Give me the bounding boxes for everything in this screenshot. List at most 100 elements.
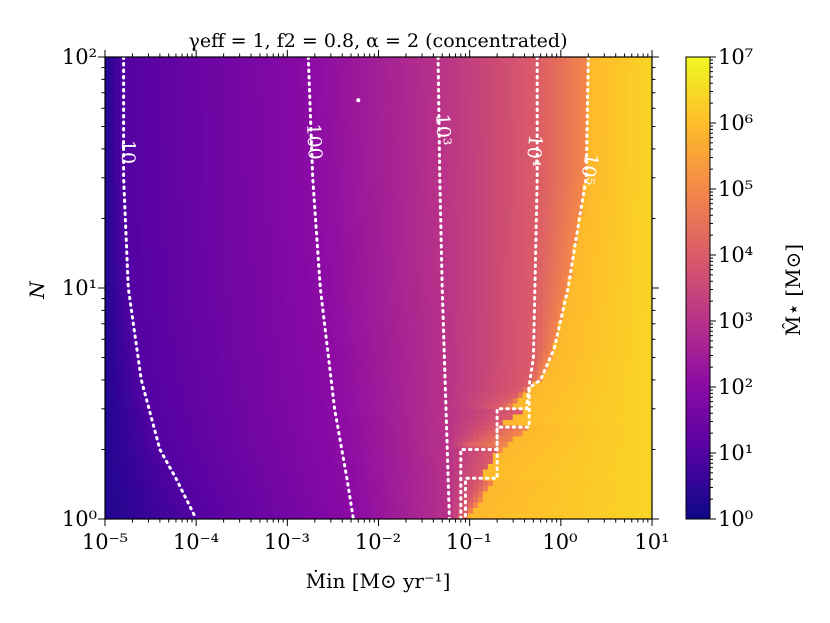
heatmap-cell — [249, 79, 255, 86]
heatmap-cell — [403, 238, 409, 245]
heatmap-cell — [373, 288, 380, 295]
heatmap-cell — [403, 266, 409, 273]
heatmap-cell — [592, 150, 598, 157]
heatmap-cell — [274, 117, 280, 124]
heatmap-cell — [622, 194, 628, 201]
heatmap-cell — [259, 172, 265, 179]
heatmap-cell — [487, 189, 494, 196]
heatmap-cell — [328, 288, 335, 295]
heatmap-cell — [229, 172, 235, 179]
heatmap-cell — [179, 255, 186, 262]
heatmap-cell — [219, 260, 225, 267]
heatmap-cell — [428, 293, 434, 300]
heatmap-cell — [632, 277, 638, 284]
heatmap-cell — [607, 216, 613, 223]
heatmap-cell — [363, 84, 370, 91]
heatmap-cell — [433, 106, 439, 113]
heatmap-cell — [159, 161, 166, 168]
heatmap-cell — [443, 249, 449, 256]
heatmap-cell — [303, 189, 310, 196]
heatmap-cell — [209, 282, 215, 289]
heatmap-cell — [477, 123, 484, 130]
heatmap-cell — [453, 150, 459, 157]
heatmap-cell — [333, 211, 340, 218]
heatmap-cell — [139, 62, 146, 69]
heatmap-cell — [507, 172, 514, 179]
heatmap-cell — [632, 222, 638, 229]
heatmap-cell — [477, 117, 484, 124]
heatmap-cell — [497, 172, 504, 179]
heatmap-cell — [338, 150, 345, 157]
heatmap-cell — [453, 156, 459, 163]
heatmap-cell — [199, 249, 206, 256]
heatmap-cell — [612, 167, 618, 174]
heatmap-cell — [284, 123, 290, 130]
heatmap-cell — [333, 255, 340, 262]
heatmap-cell — [587, 112, 593, 119]
heatmap-cell — [264, 62, 270, 69]
heatmap-cell — [642, 244, 648, 251]
heatmap-cell — [383, 222, 390, 229]
heatmap-cell — [169, 266, 176, 273]
heatmap-cell — [224, 227, 230, 234]
heatmap-cell — [149, 304, 156, 311]
heatmap-cell — [154, 101, 161, 108]
heatmap-cell — [274, 205, 280, 212]
heatmap-cell — [199, 172, 206, 179]
heatmap-cell — [204, 260, 211, 267]
heatmap-cell — [587, 211, 593, 218]
heatmap-cell — [244, 123, 250, 130]
heatmap-cell — [637, 101, 643, 108]
heatmap-cell — [288, 150, 295, 157]
heatmap-cell — [169, 299, 176, 306]
heatmap-cell — [254, 145, 260, 152]
heatmap-cell — [637, 194, 643, 201]
heatmap-cell — [423, 238, 429, 245]
heatmap-cell — [497, 288, 504, 295]
heatmap-cell — [333, 200, 340, 207]
heatmap-cell — [472, 84, 479, 91]
heatmap-cell — [119, 277, 126, 284]
heatmap-cell — [642, 183, 648, 190]
heatmap-cell — [637, 79, 643, 86]
heatmap-cell — [647, 211, 652, 218]
heatmap-cell — [194, 260, 201, 267]
heatmap-cell — [642, 90, 648, 97]
heatmap-cell — [234, 123, 240, 130]
heatmap-cell — [333, 112, 340, 119]
heatmap-cell — [318, 178, 325, 185]
heatmap-cell — [458, 288, 464, 295]
heatmap-cell — [234, 293, 240, 300]
heatmap-cell — [393, 123, 399, 130]
heatmap-cell — [209, 128, 215, 135]
heatmap-cell — [313, 304, 320, 311]
heatmap-cell — [279, 233, 285, 240]
heatmap-cell — [502, 57, 509, 64]
heatmap-cell — [532, 167, 539, 174]
heatmap-cell — [139, 172, 146, 179]
heatmap-cell — [577, 178, 583, 185]
heatmap-cell — [368, 84, 375, 91]
heatmap-cell — [105, 200, 111, 207]
heatmap-cell — [114, 277, 121, 284]
heatmap-cell — [368, 73, 375, 80]
heatmap-cell — [597, 134, 603, 141]
heatmap-cell — [592, 128, 598, 135]
heatmap-cell — [517, 156, 524, 163]
heatmap-cell — [338, 255, 345, 262]
heatmap-cell — [338, 183, 345, 190]
heatmap-cell — [114, 101, 121, 108]
heatmap-cell — [105, 183, 111, 190]
heatmap-cell — [423, 194, 429, 201]
heatmap-cell — [313, 277, 320, 284]
heatmap-cell — [557, 101, 564, 108]
heatmap-cell — [453, 167, 459, 174]
heatmap-cell — [209, 222, 215, 229]
heatmap-cell — [607, 189, 613, 196]
heatmap-cell — [507, 62, 514, 69]
heatmap-cell — [139, 178, 146, 185]
heatmap-cell — [557, 282, 564, 289]
heatmap-cell — [617, 123, 623, 130]
heatmap-cell — [502, 277, 509, 284]
heatmap-cell — [532, 73, 539, 80]
